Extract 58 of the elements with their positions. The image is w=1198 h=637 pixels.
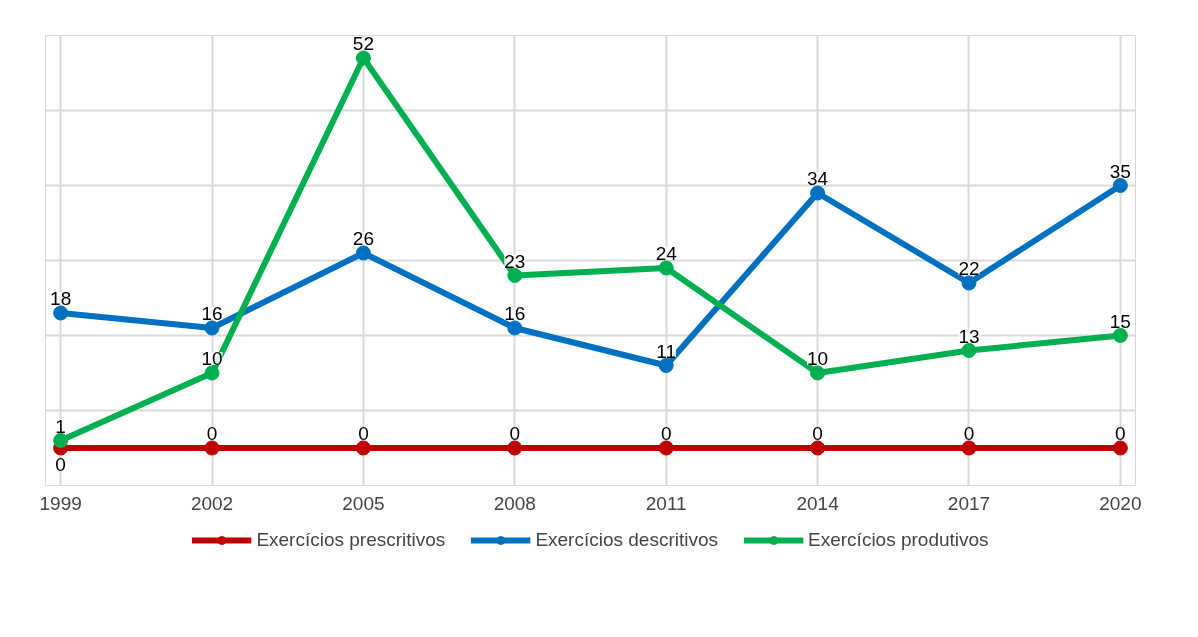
- x-tick-label: 1999: [39, 492, 82, 514]
- point: [658, 260, 674, 276]
- data-label: 0: [509, 423, 521, 444]
- data-label: 35: [1109, 160, 1131, 182]
- point: [1112, 440, 1128, 456]
- data-label: 0: [358, 423, 369, 444]
- point: [658, 440, 674, 456]
- data-label: 34: [807, 168, 829, 189]
- data-label: 0: [963, 423, 975, 444]
- point: [1112, 328, 1128, 343]
- data-label: 26: [352, 228, 374, 249]
- point: [204, 440, 220, 456]
- data-label: 0: [55, 454, 66, 475]
- legend-label: Exercícios prescritivos: [256, 528, 446, 551]
- point: [355, 50, 371, 66]
- point: [507, 268, 523, 283]
- legend-label: Exercícios descritivos: [535, 528, 719, 551]
- data-label: 52: [352, 33, 374, 54]
- data-label: 16: [504, 303, 526, 324]
- data-label: 22: [958, 258, 980, 279]
- x-tick-label: 2005: [342, 492, 385, 514]
- point: [507, 440, 523, 456]
- x-tick-label: 2014: [796, 492, 840, 514]
- data-label: 24: [655, 243, 678, 264]
- point: [961, 440, 977, 456]
- data-label: 13: [958, 325, 980, 347]
- x-tick-label: 2008: [493, 492, 536, 514]
- point: [355, 440, 371, 456]
- point: [355, 245, 371, 261]
- data-label: 0: [206, 423, 218, 444]
- legend-label: Exercícios produtivos: [808, 528, 989, 551]
- point: [53, 433, 69, 448]
- point: [810, 185, 826, 201]
- x-tick-label: 2020: [1099, 492, 1142, 514]
- data-label: 15: [1109, 310, 1131, 332]
- point: [810, 365, 826, 381]
- data-label: 11: [656, 340, 677, 362]
- point: [961, 343, 977, 358]
- x-tick-label: 2011: [645, 492, 687, 514]
- x-tick-label: 2002: [190, 492, 234, 514]
- point: [204, 365, 220, 381]
- point: [507, 320, 523, 336]
- point: [961, 275, 977, 291]
- data-label: 1: [55, 415, 66, 437]
- point: [204, 320, 220, 336]
- data-label: 10: [807, 348, 829, 369]
- point: [1112, 178, 1128, 193]
- data-label: 0: [812, 423, 823, 444]
- data-label: 16: [201, 303, 223, 324]
- x-tick-label: 2017: [947, 492, 991, 514]
- data-label: 18: [50, 288, 72, 309]
- point: [658, 358, 674, 373]
- data-label: 0: [1115, 423, 1126, 444]
- data-label: 10: [201, 348, 223, 369]
- point: [810, 440, 826, 456]
- point: [53, 305, 69, 321]
- data-label: 23: [504, 250, 526, 272]
- data-label: 0: [660, 423, 672, 444]
